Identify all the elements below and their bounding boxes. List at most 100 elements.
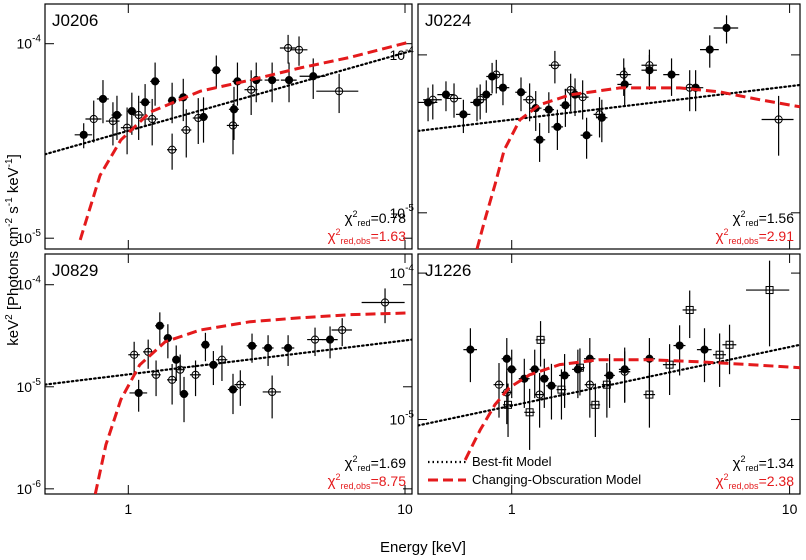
- model-line: [45, 338, 412, 386]
- data-point: [675, 341, 684, 350]
- data-point: [325, 335, 335, 344]
- chi-symbol: χ: [733, 210, 741, 227]
- fit-statistic: χ2red=0.78: [345, 209, 407, 228]
- chi-sup: 2: [336, 472, 341, 482]
- model-line: [463, 358, 800, 461]
- data-point: [191, 370, 200, 379]
- data-point: [645, 390, 654, 399]
- y-tick-base: 10: [390, 47, 406, 63]
- data-point: [725, 340, 734, 349]
- chi-value: =1.63: [371, 228, 407, 244]
- plot-frame: [417, 253, 801, 495]
- fit-statistic: χ2red=1.69: [345, 454, 407, 473]
- data-point: [98, 94, 108, 104]
- y-tick-exponent: -5: [32, 228, 41, 239]
- y-tick-base: 10: [17, 230, 33, 246]
- y-tick-label: 10-5: [17, 228, 42, 246]
- y-tick-label: 10-5: [17, 377, 42, 395]
- data-point: [168, 375, 177, 384]
- data-point: [602, 380, 611, 389]
- x-tick-label: 1: [508, 501, 516, 517]
- data-point: [310, 335, 320, 344]
- chi-sub: red,obs: [729, 236, 760, 246]
- chi-sup: 2: [353, 209, 358, 219]
- data-point: [201, 340, 210, 349]
- y-tick-base: 10: [17, 379, 33, 395]
- y-axis-label: keV2 [Photons cm-2 s-1 keV-1]: [4, 154, 22, 346]
- y-tick-exponent: -5: [405, 410, 414, 421]
- y-tick-exponent: -4: [32, 34, 41, 45]
- panel-title: J0224: [425, 11, 471, 30]
- plot-frame: [417, 3, 801, 250]
- chi-value: =1.69: [371, 455, 407, 471]
- chi-sub: red,obs: [341, 481, 372, 491]
- y-tick-label: 10-4: [17, 275, 42, 293]
- data-point: [482, 90, 491, 99]
- data-point: [620, 367, 629, 376]
- data-point: [705, 45, 714, 54]
- y-axis-label-part: ]: [5, 154, 22, 158]
- chi-sup: 2: [724, 227, 729, 237]
- fit-statistic: χ2red,obs=8.75: [328, 472, 407, 491]
- data-point: [459, 110, 468, 119]
- data-point: [536, 335, 545, 344]
- data-point: [502, 354, 511, 363]
- chi-sub: red: [358, 463, 371, 473]
- chi-value: =2.91: [759, 228, 795, 244]
- data-point: [441, 90, 451, 99]
- y-tick-exponent: -4: [32, 275, 41, 286]
- plot-area: [418, 260, 800, 461]
- data-point: [765, 286, 774, 295]
- data-point: [547, 381, 556, 390]
- data-point: [176, 365, 185, 374]
- panel: 10-410-51 10J1226χ2red=1.34χ2red,obs=2.38…: [390, 253, 801, 517]
- y-tick-exponent: -4: [405, 263, 414, 274]
- model-line: [93, 311, 410, 494]
- data-point: [283, 343, 293, 353]
- data-point: [228, 385, 238, 394]
- data-point: [449, 94, 459, 103]
- data-point: [228, 121, 238, 130]
- data-point: [516, 88, 526, 97]
- plot-area: [418, 15, 800, 249]
- data-point: [127, 107, 136, 116]
- data-point: [108, 117, 118, 126]
- y-tick-base: 10: [390, 265, 406, 281]
- data-point: [247, 341, 257, 350]
- chi-symbol: χ: [328, 473, 336, 490]
- data-point: [168, 145, 177, 154]
- data-point: [476, 95, 485, 104]
- y-tick-base: 10: [17, 277, 33, 293]
- y-tick-label: 10-5: [390, 410, 415, 428]
- legend-label: Best-fit Model: [472, 454, 552, 469]
- data-point: [498, 83, 508, 92]
- panel-title: J1226: [425, 261, 471, 280]
- data-point: [525, 95, 534, 104]
- data-point: [535, 390, 544, 399]
- data-point: [685, 305, 694, 314]
- data-point: [294, 45, 304, 54]
- data-point: [595, 110, 604, 119]
- data-point: [283, 43, 293, 53]
- model-line: [418, 343, 800, 427]
- data-point: [488, 72, 497, 81]
- fit-statistic: χ2red,obs=1.63: [328, 227, 407, 246]
- y-tick-label: 10-4: [390, 45, 415, 63]
- y-tick-exponent: -5: [32, 377, 41, 388]
- chi-value: =2.38: [759, 473, 795, 489]
- chi-value: =1.34: [759, 455, 795, 471]
- data-point: [665, 360, 674, 369]
- chi-symbol: χ: [733, 455, 741, 472]
- chi-sup: 2: [741, 209, 746, 219]
- data-point: [507, 365, 516, 374]
- chi-sub: red,obs: [341, 236, 372, 246]
- chi-sub: red: [746, 463, 759, 473]
- data-point: [700, 345, 709, 354]
- y-tick-label: 10-5: [390, 203, 415, 221]
- data-point: [380, 298, 390, 307]
- data-point: [582, 131, 591, 140]
- chi-sub: red: [358, 218, 371, 228]
- data-point: [172, 355, 181, 364]
